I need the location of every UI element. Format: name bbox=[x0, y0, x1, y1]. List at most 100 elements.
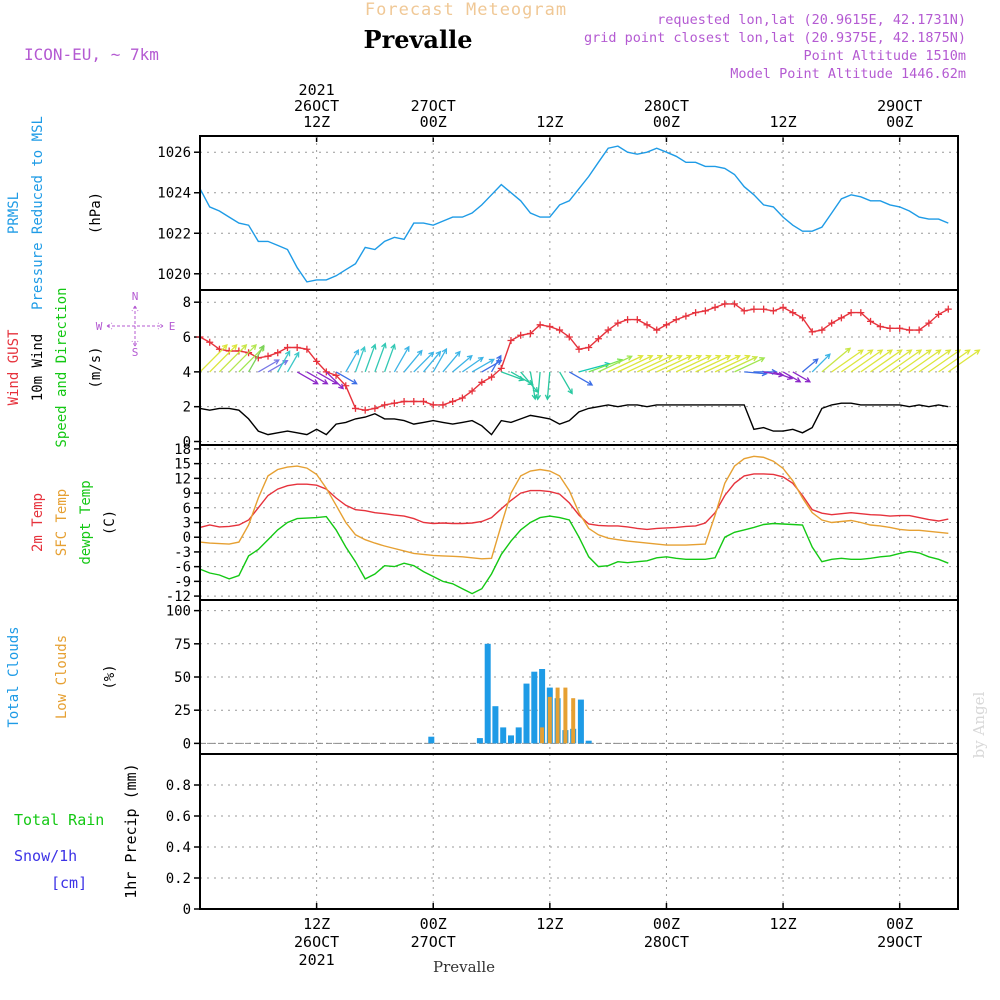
gust-marker bbox=[526, 330, 534, 338]
temperature-series-2-line bbox=[199, 515, 949, 595]
gust-marker bbox=[235, 347, 243, 355]
gust-marker bbox=[633, 316, 641, 324]
wind-arrow bbox=[860, 349, 894, 373]
wind-arrow bbox=[374, 342, 387, 373]
wind-arrow bbox=[423, 350, 442, 373]
wind-arrow bbox=[695, 354, 732, 373]
wind-arrow bbox=[870, 349, 903, 373]
pressure-label: Pressure Reduced to MSL bbox=[30, 116, 46, 310]
wind-arrow bbox=[627, 354, 664, 373]
panel-pressure: 1020 1022 1024 1026 PRMSL Pressure Reduced to… bbox=[6, 116, 959, 310]
y-tick-label: 1022 bbox=[157, 226, 191, 242]
wind-arrow bbox=[442, 350, 461, 373]
temperature-label: SFC Temp bbox=[54, 489, 70, 556]
wind-arrow bbox=[607, 354, 644, 373]
wind-arrow bbox=[393, 345, 410, 373]
clouds-bar bbox=[500, 727, 507, 744]
y-tick-label: 15 bbox=[174, 457, 191, 473]
pressure-series-0-line bbox=[199, 145, 949, 283]
gust-marker bbox=[575, 345, 583, 353]
bottom-time-label: 28OCT bbox=[644, 933, 689, 951]
wind-arrow bbox=[879, 349, 913, 373]
gust-marker bbox=[322, 368, 330, 376]
watermark: by Angel bbox=[970, 691, 988, 758]
gust-marker bbox=[313, 357, 321, 365]
panel-wind: 0 2 4 6 8 Wind GUST 10m Wind Speed and Directio… bbox=[6, 287, 981, 451]
compass-letter: S bbox=[132, 346, 139, 359]
gust-marker bbox=[536, 321, 544, 329]
gust-marker bbox=[789, 309, 797, 317]
wind-arrow bbox=[520, 371, 539, 394]
bottom-time-label: 29OCT bbox=[877, 933, 922, 951]
gust-marker bbox=[556, 326, 564, 334]
compass-rose: N S W E bbox=[96, 290, 176, 359]
y-tick-label: 0 bbox=[183, 530, 191, 546]
top-time-label: 00Z bbox=[886, 113, 913, 131]
precip-ylabel: 1hr Precip (mm) bbox=[122, 763, 140, 898]
clouds-bar bbox=[476, 738, 483, 744]
top-time-label: 2021 bbox=[299, 81, 335, 99]
gust-marker bbox=[225, 347, 233, 355]
gust-marker bbox=[517, 331, 525, 339]
wind-arrow bbox=[617, 354, 654, 373]
compass-letter: N bbox=[132, 290, 139, 303]
clouds-bar bbox=[531, 671, 538, 744]
top-time-label: 12Z bbox=[770, 113, 797, 131]
bottom-time-label: 00Z bbox=[420, 915, 447, 933]
gust-marker bbox=[711, 303, 719, 311]
temperature-series-0-line bbox=[199, 473, 949, 531]
bottom-time-label: 27OCT bbox=[411, 933, 456, 951]
wind-arrow bbox=[413, 351, 435, 373]
wind-arrow bbox=[850, 349, 884, 373]
gust-marker bbox=[672, 316, 680, 324]
wind-arrow bbox=[724, 355, 759, 373]
gust-marker bbox=[935, 310, 943, 318]
gust-marker bbox=[799, 314, 807, 322]
top-time-label: 00Z bbox=[420, 113, 447, 131]
wind-arrow bbox=[335, 371, 358, 385]
gust-marker bbox=[760, 305, 768, 313]
wind-arrow bbox=[656, 354, 693, 373]
y-tick-label: 6 bbox=[183, 330, 191, 346]
top-time-label: 27OCT bbox=[411, 97, 456, 115]
clouds-bar bbox=[555, 687, 560, 744]
wind-arrow bbox=[559, 371, 573, 395]
wind-arrow bbox=[598, 355, 633, 373]
wind-arrow bbox=[918, 349, 952, 373]
wind-arrow bbox=[841, 349, 874, 373]
wind-arrow bbox=[248, 344, 265, 373]
clouds-bar bbox=[428, 736, 435, 744]
gust-marker bbox=[565, 333, 573, 341]
wind-arrow bbox=[802, 358, 819, 373]
wind-arrow bbox=[325, 371, 345, 390]
wind-arrow bbox=[286, 351, 300, 373]
wind-arrow bbox=[354, 345, 366, 373]
gust-marker bbox=[653, 326, 661, 334]
gust-marker bbox=[546, 323, 554, 331]
wind-arrow bbox=[452, 354, 473, 373]
wind-arrow bbox=[306, 371, 329, 385]
panels: 1020 1022 1024 1026 PRMSL Pressure Reduced to… bbox=[6, 116, 981, 918]
gust-marker bbox=[594, 335, 602, 343]
gust-marker bbox=[896, 324, 904, 332]
temperature-label: (C) bbox=[102, 510, 118, 535]
y-tick-label: 12 bbox=[174, 471, 191, 487]
bottom-time-label: 2021 bbox=[299, 951, 335, 969]
precip-legend-label: Total Rain bbox=[14, 811, 104, 829]
y-tick-label: 1020 bbox=[157, 267, 191, 283]
y-tick-label: 18 bbox=[174, 442, 191, 458]
wind-arrow bbox=[535, 371, 542, 401]
gust-marker bbox=[750, 305, 758, 313]
wind-arrow bbox=[909, 349, 942, 373]
clouds-bar bbox=[539, 669, 546, 744]
y-tick-label: -9 bbox=[174, 574, 191, 590]
requested-location: requested lon,lat (20.9615E, 42.1731N) bbox=[657, 12, 966, 28]
clouds-bar bbox=[523, 683, 530, 744]
gust-marker bbox=[624, 316, 632, 324]
wind-arrow bbox=[899, 349, 932, 373]
wind-arrow bbox=[734, 357, 766, 373]
gust-marker bbox=[857, 309, 865, 317]
top-time-label: 29OCT bbox=[877, 97, 922, 115]
